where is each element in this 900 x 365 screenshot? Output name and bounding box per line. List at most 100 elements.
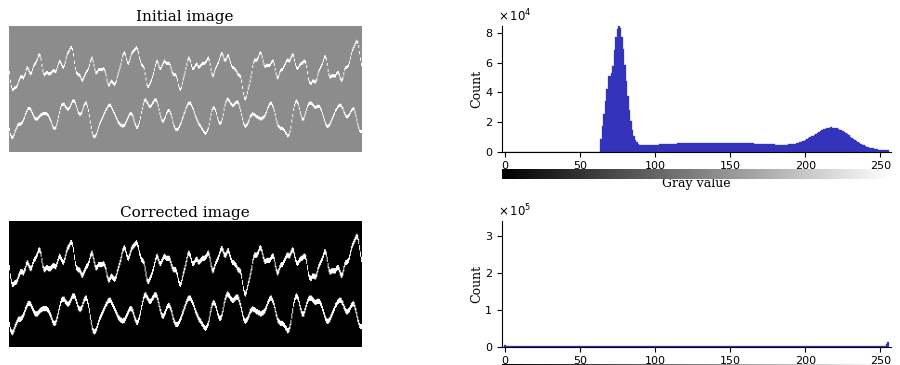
Bar bbox=[833, 128, 834, 151]
Bar bbox=[641, 145, 643, 151]
Bar bbox=[832, 346, 833, 347]
Bar bbox=[847, 346, 848, 347]
Bar bbox=[612, 346, 614, 347]
Bar bbox=[794, 346, 796, 347]
Bar bbox=[521, 346, 522, 347]
Bar bbox=[542, 346, 544, 347]
Bar bbox=[821, 346, 823, 347]
Bar bbox=[838, 346, 839, 347]
Bar bbox=[701, 143, 703, 151]
Bar bbox=[766, 144, 767, 151]
Bar bbox=[652, 145, 654, 151]
Bar bbox=[558, 346, 560, 347]
Bar bbox=[540, 346, 542, 347]
Bar bbox=[627, 346, 629, 347]
Bar bbox=[665, 144, 666, 151]
Bar bbox=[657, 145, 659, 151]
Bar bbox=[861, 145, 863, 151]
Bar bbox=[833, 346, 834, 347]
Bar bbox=[728, 346, 730, 347]
Bar bbox=[643, 346, 644, 347]
Bar bbox=[805, 140, 806, 151]
Bar bbox=[721, 346, 722, 347]
Bar bbox=[806, 346, 807, 347]
Bar bbox=[776, 346, 778, 347]
Bar bbox=[524, 346, 526, 347]
Bar bbox=[872, 149, 874, 151]
Bar bbox=[824, 346, 825, 347]
Bar bbox=[575, 346, 576, 347]
Bar bbox=[878, 150, 879, 151]
Bar bbox=[602, 127, 603, 151]
Bar bbox=[758, 144, 760, 151]
Bar bbox=[809, 137, 811, 151]
Bar bbox=[877, 149, 878, 151]
Bar bbox=[679, 346, 680, 347]
Bar bbox=[690, 143, 692, 151]
Bar bbox=[710, 346, 712, 347]
Bar bbox=[789, 346, 791, 347]
Bar bbox=[656, 145, 657, 151]
Bar bbox=[857, 346, 859, 347]
Bar bbox=[734, 346, 735, 347]
Bar bbox=[851, 346, 852, 347]
Bar bbox=[704, 346, 706, 347]
Bar bbox=[698, 346, 699, 347]
Bar bbox=[854, 140, 856, 151]
Bar bbox=[830, 346, 832, 347]
Bar bbox=[710, 143, 712, 151]
Bar bbox=[802, 141, 803, 151]
Bar bbox=[616, 28, 618, 151]
Bar bbox=[829, 346, 830, 347]
Bar bbox=[609, 346, 611, 347]
Bar bbox=[506, 346, 507, 347]
Bar bbox=[708, 143, 710, 151]
Bar bbox=[854, 346, 856, 347]
Bar bbox=[674, 144, 675, 151]
Bar bbox=[683, 143, 684, 151]
Bar bbox=[797, 346, 798, 347]
Bar bbox=[573, 346, 575, 347]
Bar bbox=[594, 346, 596, 347]
Bar bbox=[632, 346, 634, 347]
Bar bbox=[760, 144, 761, 151]
Y-axis label: Count: Count bbox=[471, 69, 483, 108]
Bar bbox=[767, 144, 769, 151]
Bar bbox=[704, 143, 706, 151]
Bar bbox=[735, 346, 737, 347]
Bar bbox=[887, 150, 888, 151]
Bar bbox=[648, 145, 650, 151]
Bar bbox=[857, 142, 859, 151]
Bar bbox=[609, 76, 611, 151]
Bar bbox=[603, 114, 605, 151]
Bar bbox=[647, 346, 648, 347]
Bar bbox=[630, 121, 632, 151]
Bar bbox=[722, 346, 724, 347]
Bar bbox=[605, 346, 607, 347]
Bar bbox=[767, 346, 769, 347]
Bar bbox=[797, 143, 798, 151]
Bar bbox=[753, 143, 755, 151]
Bar bbox=[611, 73, 612, 151]
Bar bbox=[827, 346, 829, 347]
Bar bbox=[620, 346, 621, 347]
Bar bbox=[526, 346, 528, 347]
Bar bbox=[650, 346, 652, 347]
Bar bbox=[749, 143, 751, 151]
Bar bbox=[735, 143, 737, 151]
Bar bbox=[692, 143, 693, 151]
Bar bbox=[791, 144, 793, 151]
Bar bbox=[881, 150, 883, 151]
Bar bbox=[698, 143, 699, 151]
Bar bbox=[717, 346, 719, 347]
Bar bbox=[562, 346, 564, 347]
Bar bbox=[564, 346, 566, 347]
Bar bbox=[787, 346, 788, 347]
Bar bbox=[690, 346, 692, 347]
Bar bbox=[721, 143, 722, 151]
Bar bbox=[802, 346, 803, 347]
Bar bbox=[806, 139, 807, 151]
Bar bbox=[518, 346, 519, 347]
Bar bbox=[697, 346, 698, 347]
Bar bbox=[639, 145, 641, 151]
